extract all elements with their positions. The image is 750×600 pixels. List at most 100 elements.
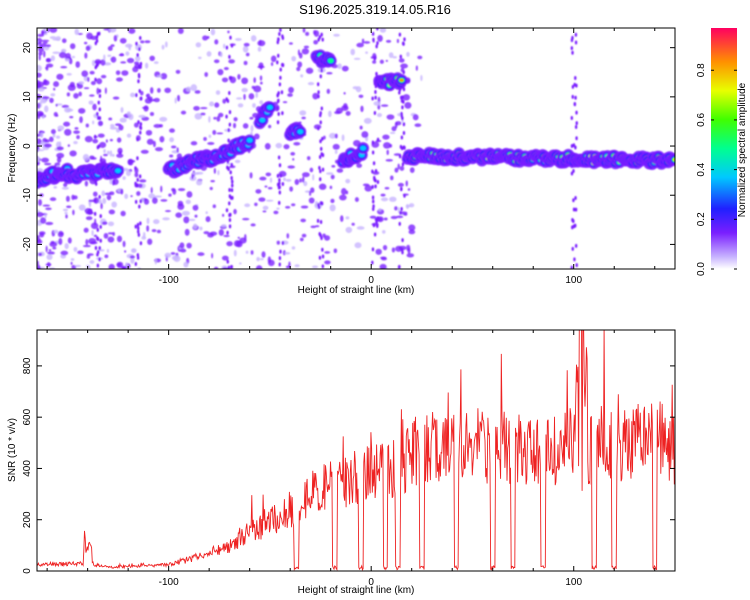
spectral-noise (286, 233, 290, 239)
spectral-streak (231, 183, 234, 188)
spectral-streak (137, 232, 141, 237)
spectral-streak (137, 226, 140, 231)
spectral-noise (179, 242, 185, 249)
spectral-noise (44, 139, 50, 143)
spectral-streak (319, 177, 322, 182)
spectral-noise (43, 79, 48, 85)
spectral-streak (573, 82, 576, 87)
spectral-noise (96, 78, 103, 85)
spectral-noise (334, 133, 338, 139)
spectral-noise (236, 97, 243, 100)
spectral-noise (354, 242, 362, 249)
spectral-noise (60, 250, 69, 256)
spectral-noise (44, 105, 49, 113)
spectral-noise (292, 158, 295, 161)
spectral-streak (573, 102, 576, 107)
y-tick-label: 20 (22, 42, 33, 54)
spectral-noise (208, 116, 211, 123)
spectral-noise (307, 81, 315, 86)
spectral-noise (134, 172, 139, 178)
spectral-noise (213, 59, 220, 64)
spectral-noise (244, 203, 251, 208)
spectral-streak (574, 40, 578, 45)
spectral-noise (334, 150, 338, 154)
spectral-noise (154, 147, 163, 152)
spectral-noise (297, 61, 303, 68)
spectral-streak (318, 231, 321, 236)
snr-series-line (37, 330, 675, 571)
spectral-noise (77, 32, 83, 35)
spectral-noise (196, 179, 203, 186)
snr-x-label: Height of straight line (km) (298, 585, 415, 596)
spectral-noise (152, 197, 158, 204)
spectral-streak (376, 224, 379, 229)
spectral-streak (320, 201, 324, 206)
spectral-noise (53, 185, 58, 189)
spectral-noise (329, 204, 336, 212)
spectral-noise (176, 94, 181, 102)
spectral-noise (38, 112, 44, 117)
spectral-streak (402, 131, 406, 136)
spectral-noise (394, 206, 398, 211)
spectral-streak (134, 181, 137, 186)
spectral-streak (371, 150, 375, 155)
spectral-noise (50, 129, 56, 135)
spectral-noise (148, 193, 156, 199)
spectral-noise (69, 150, 77, 157)
spectral-noise (119, 117, 127, 123)
spectral-noise (195, 42, 202, 48)
spectrogram-y-label: Frequency (Hz) (7, 114, 18, 183)
spectral-noise (222, 98, 227, 104)
spectral-noise (106, 194, 112, 201)
spectral-noise (326, 88, 331, 94)
spectral-noise (37, 87, 45, 92)
spectral-streak (572, 207, 576, 212)
spectral-noise (92, 191, 98, 197)
spectral-noise (37, 149, 45, 152)
spectral-noise (105, 139, 108, 143)
spectral-noise (56, 146, 64, 151)
spectral-streak (400, 206, 403, 211)
spectral-streak (231, 179, 234, 184)
spectral-noise (222, 43, 226, 49)
spectral-streak (139, 61, 143, 66)
spectral-noise (221, 77, 229, 83)
spectral-noise (385, 39, 392, 43)
spectral-noise (382, 134, 390, 140)
spectral-noise (130, 257, 135, 264)
spectral-noise (212, 204, 217, 209)
spectral-streak (371, 195, 375, 200)
spectral-noise (386, 149, 389, 155)
spectral-streak (321, 136, 324, 141)
spectral-noise (87, 265, 91, 269)
spectral-noise (341, 105, 349, 111)
spectral-noise (264, 142, 271, 150)
spectral-streak (574, 243, 578, 248)
spectral-noise (242, 123, 249, 129)
spectral-noise (64, 128, 72, 136)
spectral-noise (169, 128, 175, 133)
y-tick-label: -10 (22, 188, 33, 203)
spectral-noise (303, 45, 310, 49)
spectral-noise (420, 74, 423, 82)
spectral-noise (74, 127, 79, 130)
spectral-noise (324, 260, 331, 265)
ridge-inner (266, 105, 273, 110)
spectral-streak (570, 46, 574, 51)
spectral-streak (136, 177, 139, 182)
spectral-streak (321, 264, 325, 269)
spectral-noise (129, 255, 135, 259)
spectral-noise (109, 138, 113, 142)
spectral-noise (37, 211, 44, 218)
spectral-streak (99, 238, 102, 243)
spectral-noise (164, 210, 172, 213)
spectral-streak (400, 95, 403, 100)
spectral-noise (159, 136, 165, 143)
spectral-noise (223, 234, 230, 238)
spectral-streak (575, 121, 578, 126)
spectral-streak (137, 74, 141, 79)
spectral-streak (281, 111, 284, 116)
spectral-streak (278, 256, 282, 261)
spectral-streak (321, 153, 325, 158)
spectral-streak (571, 50, 574, 55)
